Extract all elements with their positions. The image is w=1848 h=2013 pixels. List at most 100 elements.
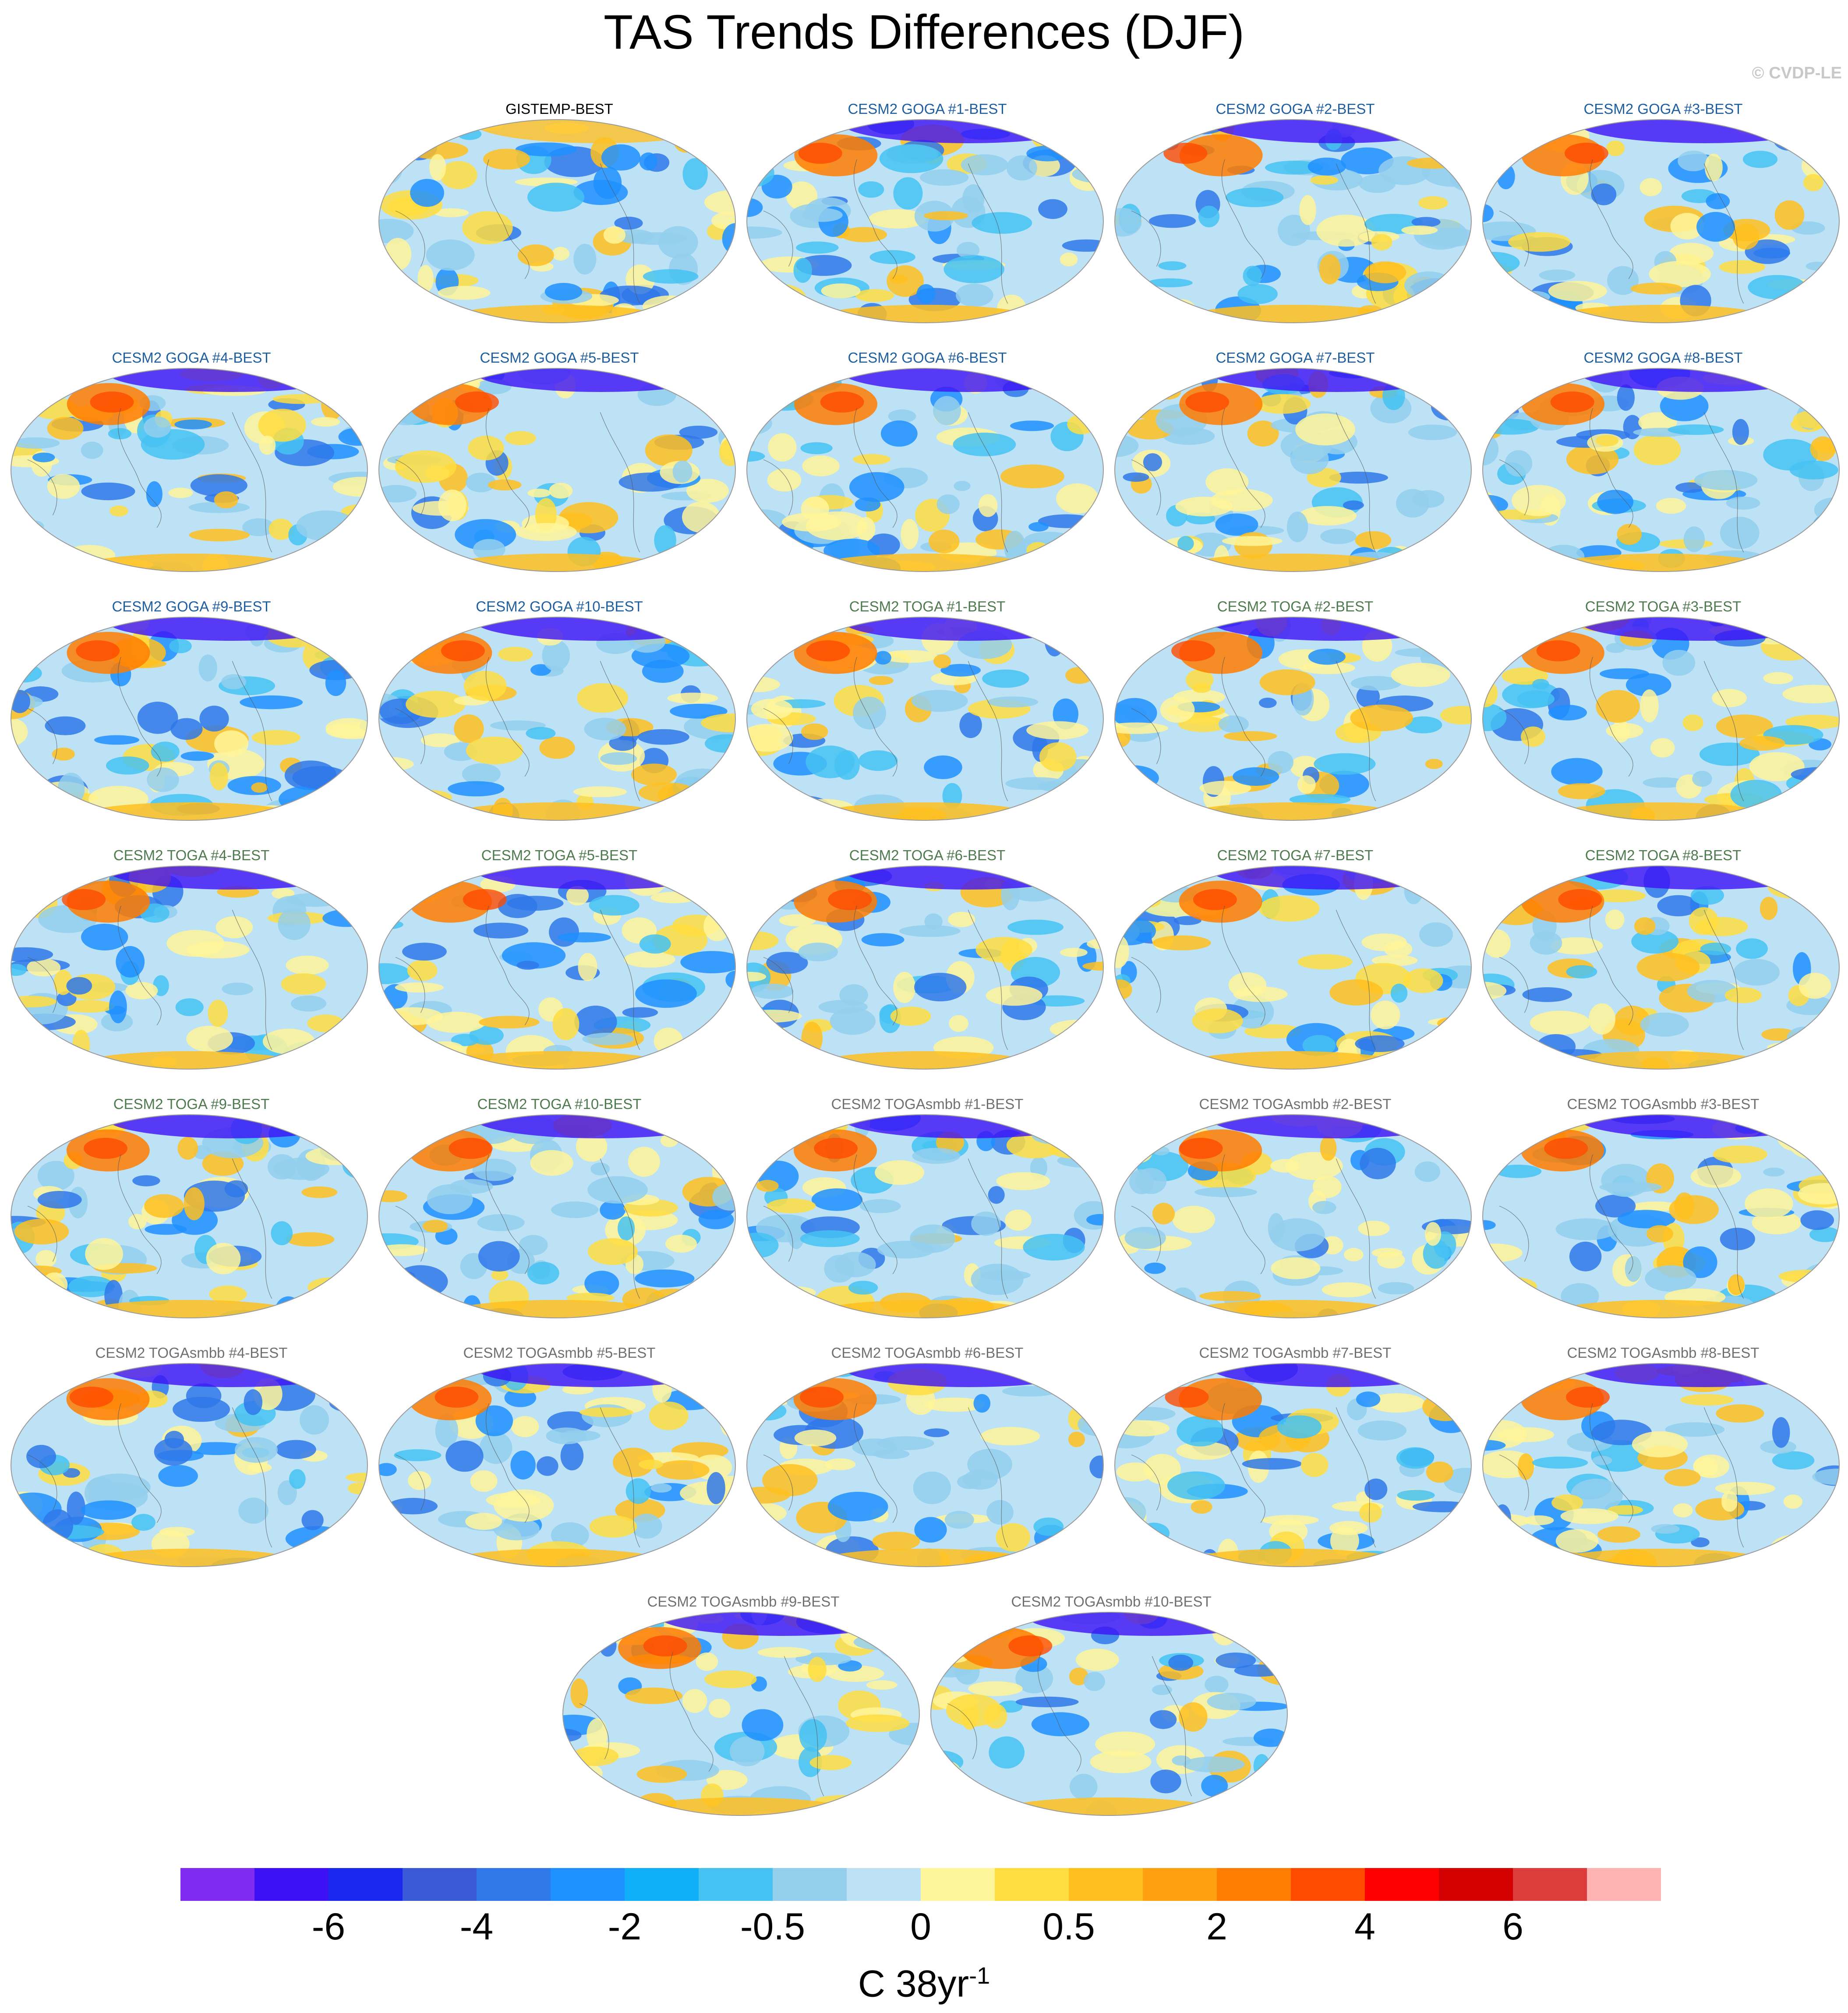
- map-panel: CESM2 TOGA #5-BEST: [378, 847, 741, 1075]
- map-panel: CESM2 TOGA #6-BEST: [746, 847, 1109, 1075]
- panel-title: CESM2 TOGAsmbb #5-BEST: [463, 1345, 656, 1361]
- colorbar-swatch: [403, 1868, 477, 1901]
- colorbar-swatch: [1587, 1868, 1661, 1901]
- map-panel: CESM2 GOGA #2-BEST: [1113, 101, 1477, 328]
- map-panel: CESM2 TOGAsmbb #4-BEST: [10, 1345, 373, 1572]
- trend-map: [746, 1114, 1104, 1318]
- panel-title: CESM2 TOGAsmbb #4-BEST: [95, 1345, 288, 1361]
- panel-title: CESM2 GOGA #1-BEST: [848, 101, 1007, 117]
- panel-title: CESM2 TOGAsmbb #9-BEST: [647, 1593, 840, 1610]
- colorbar-swatch: [699, 1868, 773, 1901]
- panel-title: CESM2 GOGA #3-BEST: [1583, 101, 1743, 117]
- copyright-watermark: © CVDP-LE: [1752, 64, 1842, 82]
- map-panel: GISTEMP-BEST: [378, 101, 741, 328]
- panel-title: CESM2 TOGA #3-BEST: [1585, 598, 1742, 614]
- panel-title: CESM2 TOGA #2-BEST: [1217, 598, 1374, 614]
- map-panel: CESM2 TOGA #3-BEST: [1481, 598, 1845, 826]
- panel-title: GISTEMP-BEST: [505, 101, 613, 117]
- panel-title: CESM2 GOGA #4-BEST: [112, 350, 271, 366]
- units-exponent: -1: [969, 1963, 990, 1989]
- map-panel: CESM2 GOGA #1-BEST: [746, 101, 1109, 328]
- map-panel: CESM2 TOGAsmbb #7-BEST: [1113, 1345, 1477, 1572]
- trend-map: [1482, 865, 1840, 1070]
- trend-map: [378, 865, 736, 1070]
- panel-title: CESM2 TOGAsmbb #6-BEST: [831, 1345, 1024, 1361]
- map-panel: CESM2 TOGAsmbb #3-BEST: [1481, 1096, 1845, 1324]
- map-panel: CESM2 TOGA #1-BEST: [746, 598, 1109, 826]
- trend-map: [1482, 368, 1840, 572]
- colorbar-tick-label: -2: [608, 1906, 642, 1948]
- panel-title: CESM2 TOGAsmbb #1-BEST: [831, 1096, 1024, 1112]
- trend-map: [11, 865, 368, 1070]
- map-panel: CESM2 TOGA #7-BEST: [1113, 847, 1477, 1075]
- map-panel: CESM2 GOGA #4-BEST: [10, 350, 373, 577]
- map-panel: CESM2 TOGA #10-BEST: [378, 1096, 741, 1324]
- trend-map: [1482, 119, 1840, 323]
- colorbar-tick-label: 0: [910, 1906, 931, 1948]
- panel-title: CESM2 TOGA #9-BEST: [113, 1096, 270, 1112]
- map-panel: CESM2 TOGAsmbb #2-BEST: [1113, 1096, 1477, 1324]
- panel-title: CESM2 GOGA #5-BEST: [480, 350, 639, 366]
- trend-map: [1114, 1114, 1472, 1318]
- colorbar-labels: -6 -4 -2 -0.5 0 0.5 2 4 6: [0, 1905, 1848, 1958]
- trend-map: [11, 368, 368, 572]
- trend-map: [11, 1114, 368, 1318]
- trend-map: [378, 368, 736, 572]
- map-panel: CESM2 GOGA #6-BEST: [746, 350, 1109, 577]
- map-panel: CESM2 TOGA #8-BEST: [1481, 847, 1845, 1075]
- panel-title: CESM2 TOGA #4-BEST: [113, 847, 270, 863]
- panel-title: CESM2 TOGAsmbb #8-BEST: [1567, 1345, 1760, 1361]
- map-panel: CESM2 TOGA #2-BEST: [1113, 598, 1477, 826]
- colorbar-swatch: [1143, 1868, 1217, 1901]
- trend-map: [746, 119, 1104, 323]
- trend-map: [746, 865, 1104, 1070]
- panel-title: CESM2 TOGAsmbb #10-BEST: [1011, 1593, 1212, 1610]
- colorbar-tick-label: 0.5: [1042, 1906, 1095, 1948]
- colorbar-swatch: [254, 1868, 329, 1901]
- trend-map: [378, 1114, 736, 1318]
- panel-title: CESM2 TOGAsmbb #3-BEST: [1567, 1096, 1760, 1112]
- panel-title: CESM2 GOGA #7-BEST: [1216, 350, 1375, 366]
- trend-map: [378, 1363, 736, 1567]
- colorbar-swatch: [1513, 1868, 1587, 1901]
- panel-title: CESM2 TOGA #10-BEST: [477, 1096, 642, 1112]
- trend-map: [1114, 368, 1472, 572]
- map-panel: CESM2 TOGA #9-BEST: [10, 1096, 373, 1324]
- panel-title: CESM2 GOGA #10-BEST: [476, 598, 643, 614]
- trend-map: [562, 1612, 920, 1816]
- colorbar-swatch: [995, 1868, 1069, 1901]
- panel-title: CESM2 TOGA #8-BEST: [1585, 847, 1742, 863]
- trend-map: [746, 1363, 1104, 1567]
- map-panel: CESM2 GOGA #9-BEST: [10, 598, 373, 826]
- map-panel: CESM2 GOGA #7-BEST: [1113, 350, 1477, 577]
- map-panel: CESM2 TOGAsmbb #6-BEST: [746, 1345, 1109, 1572]
- map-panel: CESM2 GOGA #8-BEST: [1481, 350, 1845, 577]
- trend-map: [930, 1612, 1288, 1816]
- trend-map: [1482, 1114, 1840, 1318]
- colorbar-swatch: [551, 1868, 625, 1901]
- colorbar-swatch: [847, 1868, 921, 1901]
- map-panel: CESM2 TOGA #4-BEST: [10, 847, 373, 1075]
- trend-map: [378, 617, 736, 821]
- trend-map: [378, 119, 736, 323]
- colorbar-swatch: [1217, 1868, 1291, 1901]
- trend-map: [1482, 617, 1840, 821]
- colorbar-swatch: [921, 1868, 995, 1901]
- colorbar-tick-label: 6: [1502, 1906, 1523, 1948]
- units-base: C 38yr: [858, 1963, 969, 2005]
- panel-title: CESM2 TOGAsmbb #2-BEST: [1199, 1096, 1392, 1112]
- colorbar-units: C 38yr-1: [0, 1962, 1848, 2006]
- trend-map: [1114, 119, 1472, 323]
- colorbar-swatch: [1291, 1868, 1365, 1901]
- trend-map: [1114, 1363, 1472, 1567]
- figure-title: TAS Trends Differences (DJF): [604, 5, 1244, 59]
- map-panel: CESM2 TOGAsmbb #9-BEST: [562, 1593, 925, 1821]
- colorbar-swatch: [329, 1868, 403, 1901]
- panel-title: CESM2 GOGA #9-BEST: [112, 598, 271, 614]
- map-panel: CESM2 TOGAsmbb #10-BEST: [929, 1593, 1293, 1821]
- map-panel: CESM2 TOGAsmbb #1-BEST: [746, 1096, 1109, 1324]
- panel-title: CESM2 TOGA #6-BEST: [849, 847, 1006, 863]
- colorbar-swatch: [1069, 1868, 1143, 1901]
- trend-map: [11, 617, 368, 821]
- panel-title: CESM2 TOGA #1-BEST: [849, 598, 1006, 614]
